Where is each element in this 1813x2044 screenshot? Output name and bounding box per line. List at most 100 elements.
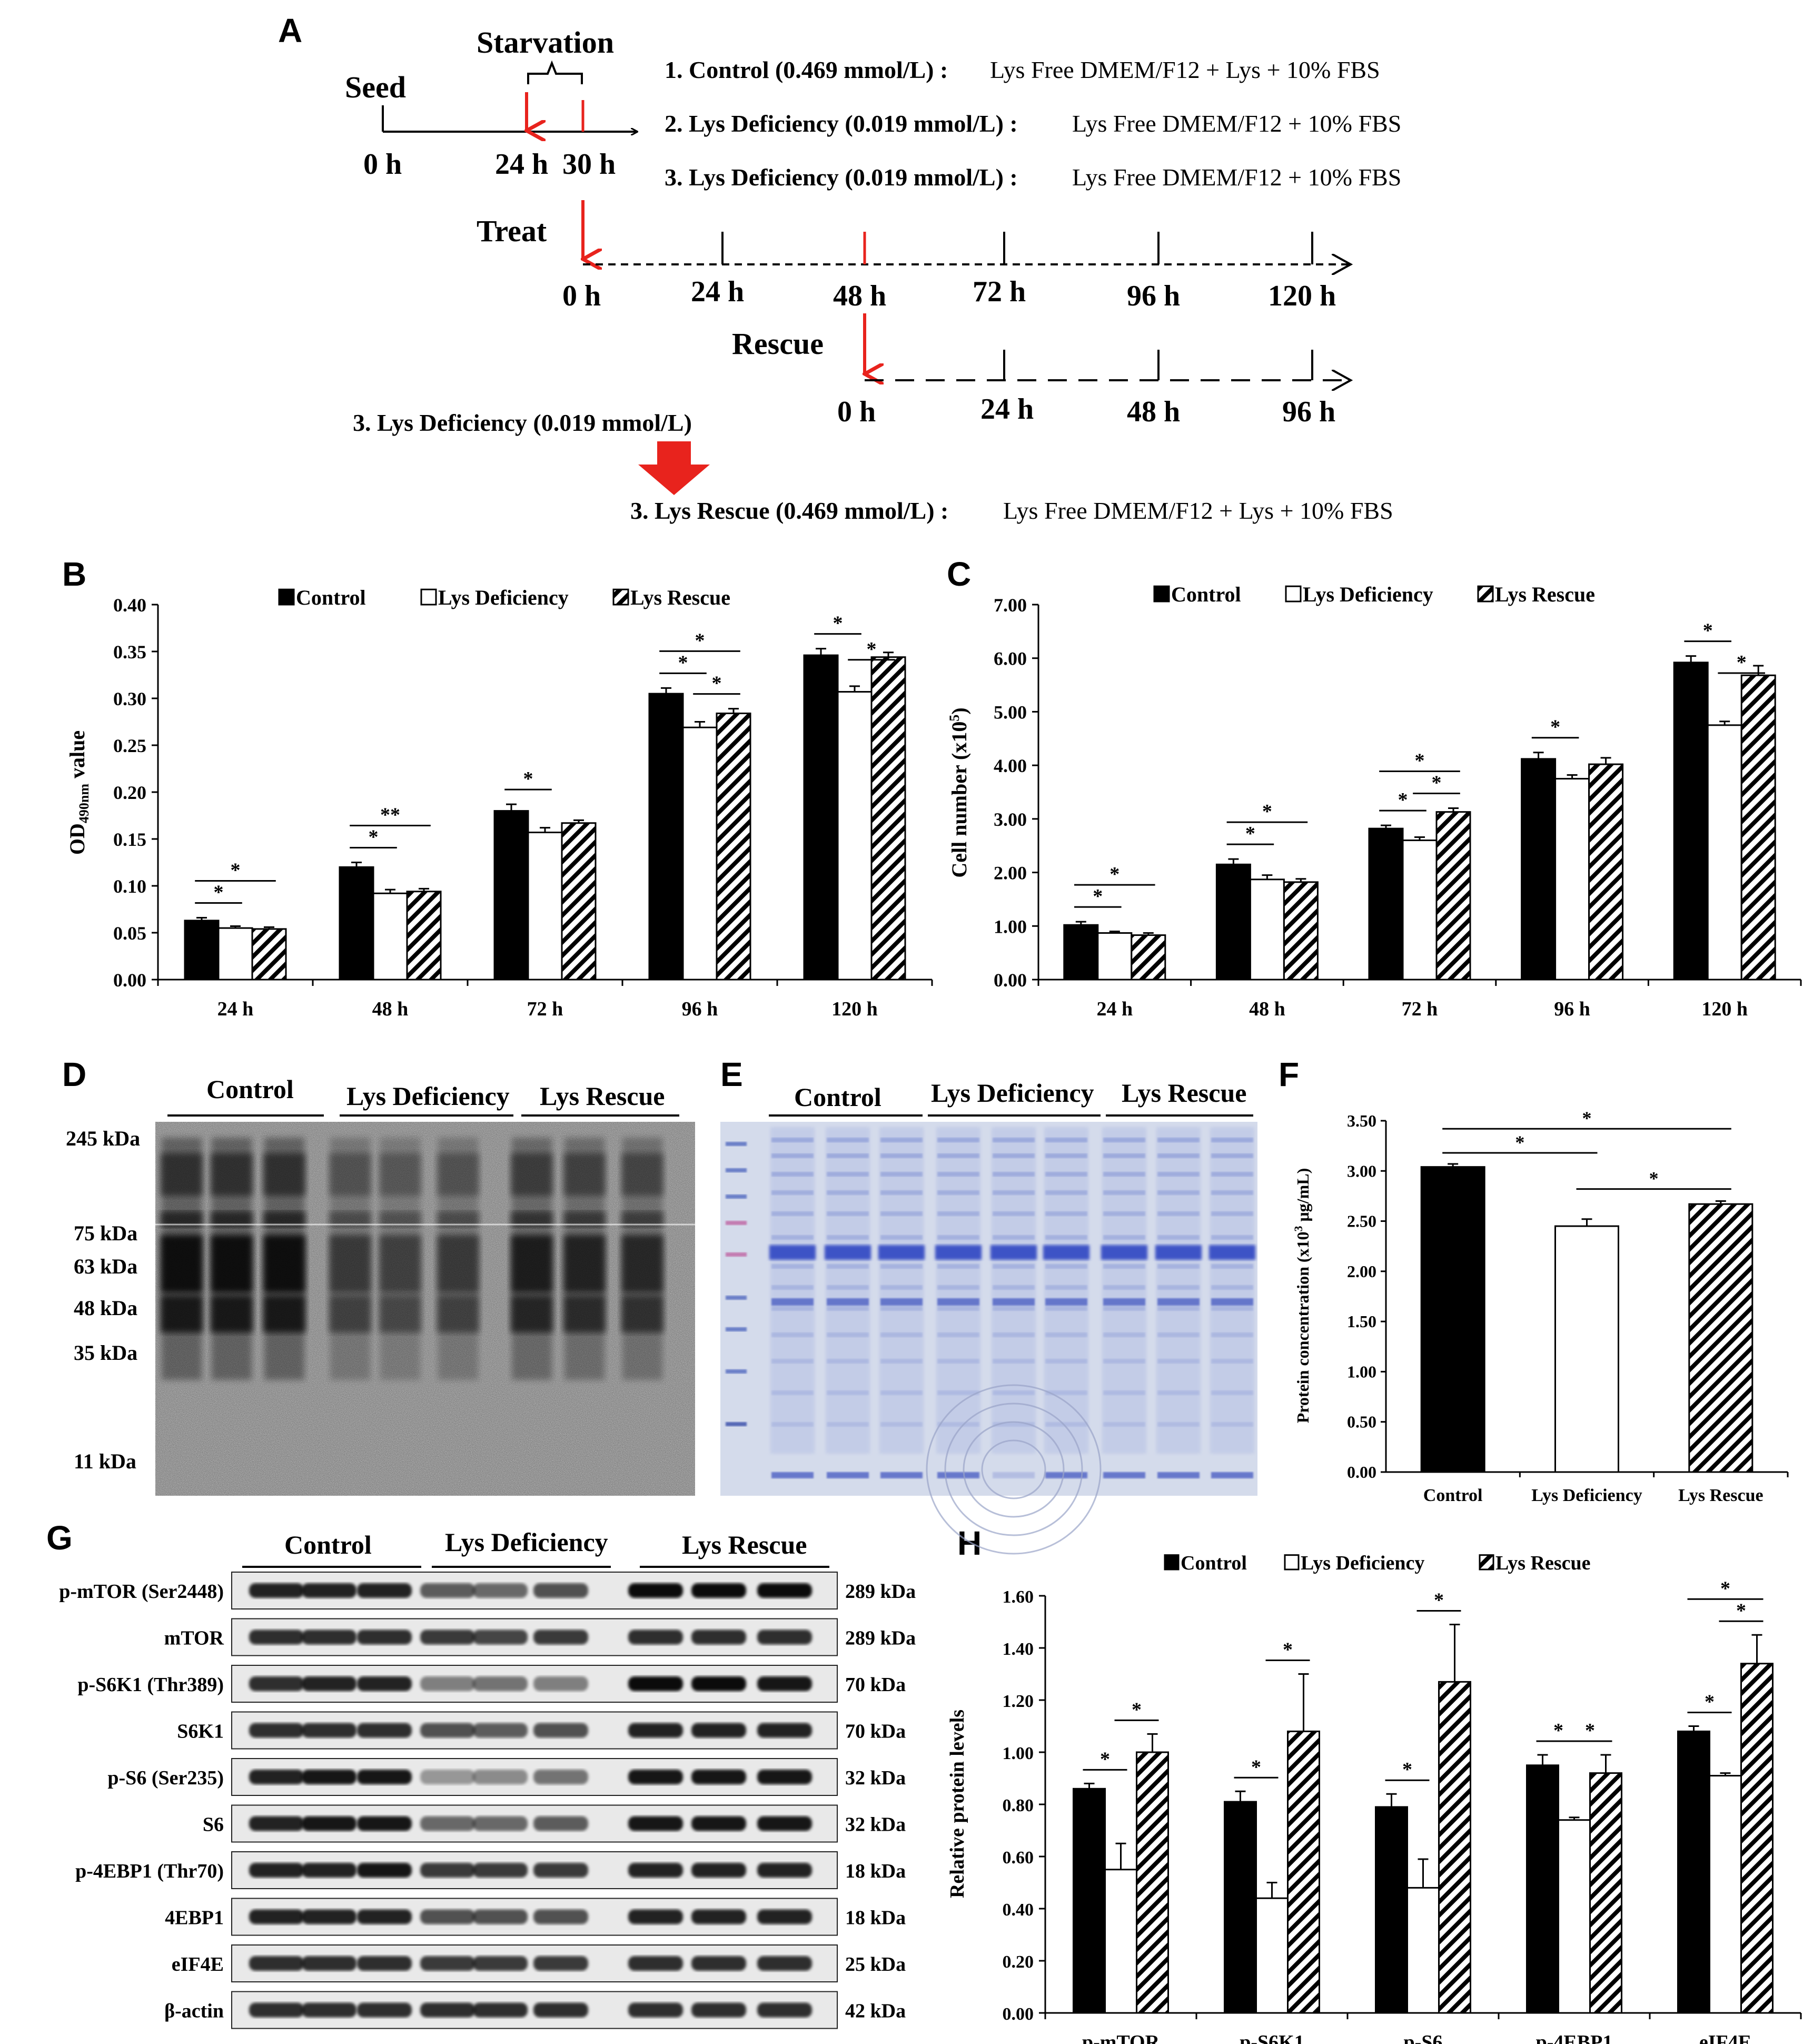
bar-lys-rescue — [1131, 934, 1166, 981]
protein-band — [263, 1153, 305, 1196]
minor-band — [1103, 1332, 1145, 1337]
protein-band — [437, 1153, 479, 1196]
minor-band — [880, 1211, 923, 1216]
minor-band — [880, 1172, 923, 1177]
significance-star: * — [1550, 716, 1560, 738]
minor-band — [880, 1285, 923, 1290]
minor-band — [771, 1264, 814, 1269]
significance-star: * — [833, 613, 843, 635]
bar-control — [339, 866, 374, 981]
x-tick-label: p-4EBP1 — [1536, 2031, 1613, 2044]
legend-label-2: Lys Rescue — [630, 586, 730, 609]
blot-band — [249, 1909, 304, 1924]
minor-band — [1211, 1285, 1253, 1290]
bar-lys-rescue — [561, 822, 597, 981]
blot-band — [691, 1723, 746, 1738]
bar-lys-deficiency — [1406, 1887, 1440, 2014]
bar-lys-deficiency — [1402, 840, 1438, 981]
condition-3-label: 3. Lys Deficiency (0.019 mmol/L) : — [665, 164, 1018, 191]
x-tick-label: 24 h — [217, 998, 254, 1020]
blot-band — [628, 1770, 683, 1784]
panel-e-group-lys-rescue: Lys Rescue — [1122, 1078, 1247, 1108]
minor-band — [993, 1190, 1035, 1195]
protein-band — [379, 1235, 421, 1293]
low-band — [1157, 1472, 1200, 1478]
legend-swatch-1 — [1285, 585, 1302, 603]
minor-band — [827, 1359, 869, 1364]
minor-band — [1211, 1235, 1253, 1240]
x-tick-label: eIF4E — [1699, 2031, 1751, 2044]
secondary-band — [1045, 1298, 1087, 1306]
blot-band — [249, 1630, 304, 1645]
panel-g-group-lys-rescue: Lys Rescue — [682, 1530, 807, 1559]
blot-label: S6 — [203, 1814, 224, 1836]
blot-row-s6: S6 32 kDa — [203, 1804, 906, 1843]
blot-row-s6k1: S6K1 70 kDa — [177, 1711, 906, 1750]
y-tick-label: 0.40 — [113, 595, 146, 616]
minor-band — [1157, 1390, 1200, 1395]
panel-g-blot-rows: p-mTOR (Ser2448) 289 kDa mTOR 289 kDa p-S6K1… — [59, 1572, 916, 2029]
condition-1-label: 1. Control (0.469 mmol/L) : — [665, 56, 948, 83]
legend-swatch-1 — [1284, 1554, 1300, 1571]
protein-band — [379, 1296, 421, 1332]
y-tick-label: 6.00 — [994, 648, 1027, 669]
minor-band — [1045, 1190, 1087, 1195]
minor-band — [1103, 1153, 1145, 1158]
lane-background — [992, 1127, 1036, 1454]
minor-band — [1211, 1422, 1253, 1427]
protein-band — [621, 1296, 663, 1332]
y-tick-label: 5.00 — [994, 702, 1027, 723]
minor-band — [771, 1306, 814, 1311]
low-band — [937, 1472, 979, 1478]
marker-75: 75 kDa — [74, 1221, 137, 1245]
y-tick-label: 0.20 — [113, 782, 146, 803]
treat-time-0: 0 h — [562, 280, 601, 312]
minor-band — [827, 1264, 869, 1269]
bar-lys-rescue — [251, 928, 287, 981]
minor-band — [827, 1332, 869, 1337]
panel-letter-h: H — [957, 1524, 982, 1562]
treat-time-120: 120 h — [1268, 280, 1336, 312]
chart-c-cell-number: Control Lys Deficiency Lys Rescue 0.00 1.00 2… — [947, 582, 1802, 1020]
minor-band — [880, 1153, 923, 1158]
panel-letter-f: F — [1279, 1055, 1299, 1093]
secondary-band — [993, 1298, 1035, 1306]
minor-band — [1045, 1390, 1087, 1395]
minor-band — [937, 1285, 979, 1290]
minor-band — [1045, 1211, 1087, 1216]
blot-band — [473, 1909, 528, 1924]
minor-band — [937, 1235, 979, 1240]
blot-band — [757, 1583, 812, 1598]
blot-band — [628, 1863, 683, 1878]
y-tick-label: 0.80 — [1003, 1796, 1034, 1815]
blot-band — [302, 1863, 356, 1878]
y-tick-label: 1.40 — [1003, 1640, 1034, 1659]
x-tick-label: p-S6K1 — [1240, 2031, 1304, 2044]
blot-band — [628, 1723, 683, 1738]
blot-band — [357, 1863, 412, 1878]
chart-f-protein-concentration: 0.00 0.50 1.00 1.50 2.00 2.50 3.00 3.50 Control L… — [1292, 1108, 1789, 1505]
lane-background — [1102, 1127, 1146, 1454]
protein-band — [511, 1235, 553, 1293]
protein-band — [437, 1296, 479, 1332]
significance-star: * — [1432, 772, 1442, 794]
condition-1-medium: Lys Free DMEM/F12 + Lys + 10% FBS — [990, 56, 1380, 83]
panel-a-timeline: Seed Starvation 0 h 24 h 30 h 1. Control… — [345, 25, 1401, 524]
bar-control — [1215, 863, 1251, 981]
x-tick-label: Lys Deficiency — [1531, 1486, 1642, 1505]
significance-star: * — [1251, 1756, 1261, 1778]
minor-band — [993, 1285, 1035, 1290]
panel-e-group-control: Control — [794, 1082, 881, 1112]
x-tick-label: 48 h — [372, 998, 409, 1020]
minor-band — [1211, 1190, 1253, 1195]
minor-band — [771, 1332, 814, 1337]
low-band — [880, 1472, 923, 1478]
blot-band — [302, 1583, 356, 1598]
y-tick-label: 0.30 — [113, 688, 146, 709]
blot-band — [420, 1909, 475, 1924]
secondary-band — [880, 1298, 923, 1306]
minor-band — [937, 1264, 979, 1269]
minor-band — [1211, 1153, 1253, 1158]
significance-star: * — [1720, 1577, 1730, 1599]
blot-band — [757, 1770, 812, 1784]
